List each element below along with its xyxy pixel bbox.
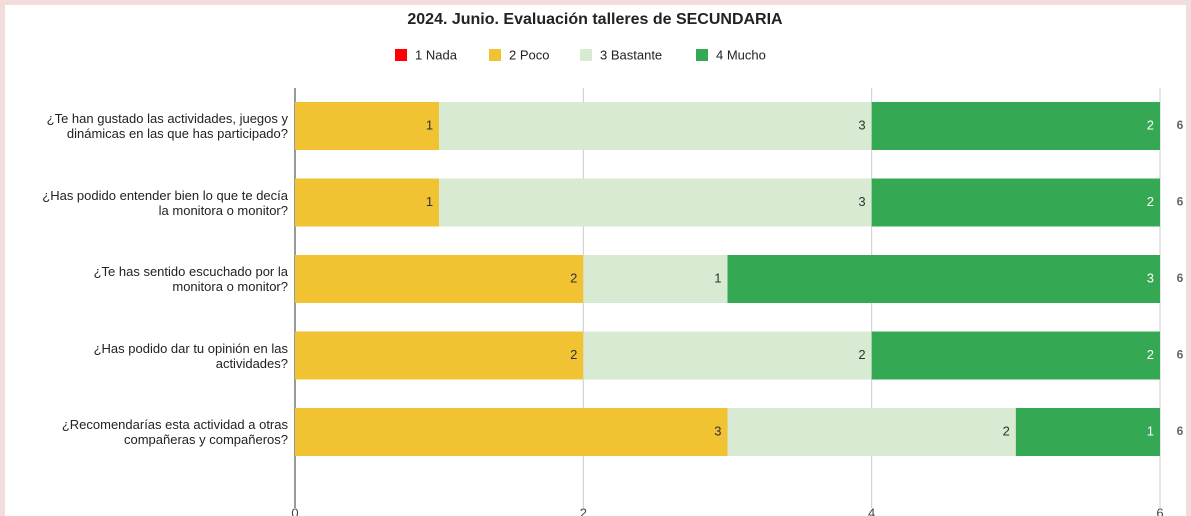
- x-tick-label: 6: [1156, 505, 1163, 516]
- data-label: 2: [1147, 117, 1154, 132]
- x-tick-label: 0: [291, 505, 298, 516]
- data-label: 3: [858, 117, 865, 132]
- total-label: 6: [1177, 424, 1184, 438]
- bar-segment: [583, 331, 872, 380]
- bar-segment: [727, 255, 1160, 303]
- data-label: 2: [1003, 423, 1010, 438]
- bar-segment: [295, 102, 440, 150]
- bar-segment: [871, 178, 1160, 227]
- legend-swatch: [395, 49, 407, 61]
- bar-segment: [871, 102, 1160, 150]
- x-tick-label: 4: [868, 505, 875, 516]
- legend-label: 4 Mucho: [716, 47, 766, 62]
- bar-segment: [871, 331, 1160, 380]
- x-tick-label: 2: [580, 505, 587, 516]
- bar-segment: [583, 255, 728, 303]
- data-label: 1: [426, 117, 433, 132]
- legend-label: 1 Nada: [415, 47, 458, 62]
- data-label: 3: [858, 194, 865, 209]
- total-label: 6: [1177, 118, 1184, 132]
- bar-segment: [439, 178, 872, 227]
- y-tick-label: ¿Has podido entender bien lo que te decí…: [42, 187, 288, 218]
- bar-segment: [1015, 408, 1160, 456]
- data-label: 3: [714, 423, 721, 438]
- bar-segment: [727, 408, 1016, 456]
- y-tick-label: ¿Has podido dar tu opinión en las activi…: [93, 340, 288, 371]
- data-label: 3: [1147, 270, 1154, 285]
- y-tick-label: ¿Te has sentido escuchado por la monitor…: [93, 264, 288, 294]
- data-label: 1: [426, 194, 433, 209]
- data-label: 2: [570, 270, 577, 285]
- bar-segment: [295, 255, 584, 303]
- legend-label: 3 Bastante: [600, 47, 662, 62]
- total-label: 6: [1177, 271, 1184, 285]
- bar-segment: [295, 408, 728, 456]
- data-label: 2: [1147, 347, 1154, 362]
- chart-title: 2024. Junio. Evaluación talleres de SECU…: [407, 11, 783, 28]
- data-label: 1: [714, 270, 721, 285]
- data-label: 2: [858, 347, 865, 362]
- data-label: 2: [1147, 194, 1154, 209]
- y-tick-label: ¿Te han gustado las actividades, juegos …: [46, 111, 288, 141]
- y-tick-label: ¿Recomendarías esta actividad a otras co…: [61, 417, 288, 447]
- bar-segment: [295, 178, 440, 227]
- bar-segment: [439, 102, 872, 150]
- data-label: 2: [570, 347, 577, 362]
- total-label: 6: [1177, 348, 1184, 362]
- total-label: 6: [1177, 195, 1184, 209]
- legend-label: 2 Poco: [509, 47, 549, 62]
- legend-swatch: [696, 49, 708, 61]
- data-label: 1: [1147, 423, 1154, 438]
- bar-segment: [295, 331, 584, 380]
- legend-swatch: [580, 49, 592, 61]
- legend-swatch: [489, 49, 501, 61]
